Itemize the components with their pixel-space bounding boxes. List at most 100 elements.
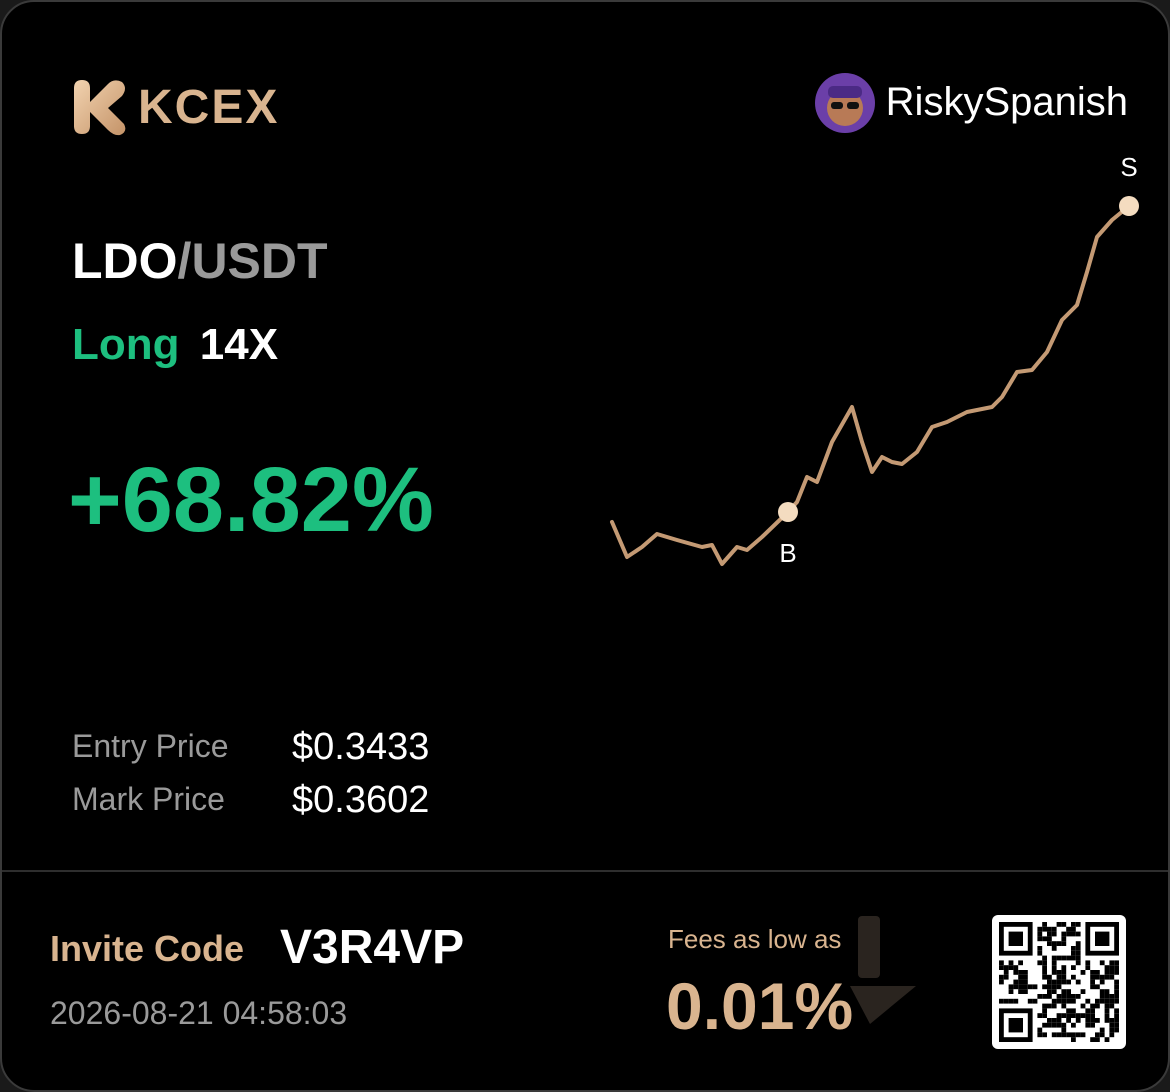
qr-module [999,974,1004,980]
qr-module [1109,960,1115,966]
qr-module [1080,989,1086,994]
qr-module [1085,1008,1091,1014]
qr-module [1042,1008,1047,1014]
qr-module [1080,1013,1086,1018]
qr-module [1090,970,1095,975]
qr-module [1037,931,1043,937]
pair: LDO/USDT [72,232,328,290]
qr-module [1071,922,1076,927]
qr-module [1003,970,1009,975]
qr-module [1104,1008,1110,1014]
qr-module [1114,989,1119,994]
qr-module [1085,960,1091,966]
qr-module [1047,926,1052,932]
qr-module [1047,931,1052,937]
divider [2,870,1168,872]
qr-module [1027,998,1033,1004]
qr-module [1085,965,1091,970]
qr-module [1013,998,1019,1004]
qr-module [1042,960,1047,966]
qr-module [1056,941,1062,946]
sparkline-path [610,204,1131,566]
qr-module [1042,1022,1047,1028]
qr-module [1047,1003,1052,1009]
qr-module [1061,922,1067,927]
qr-module [1018,989,1023,994]
qr-module [1075,1018,1081,1023]
entry-label: Entry Price [72,728,229,764]
qr-module [1013,970,1019,975]
qr-module [1104,1013,1110,1018]
qr-module [999,960,1004,966]
qr-module [1023,984,1028,990]
qr-module [1104,1018,1110,1023]
qr-module [1061,941,1067,946]
qr-module [1071,1008,1076,1014]
qr-module [1071,946,1076,951]
qr-module [1061,989,1067,994]
qr-module [999,965,1004,970]
qr-module [1061,1013,1067,1018]
qr-module [1066,998,1071,1004]
qr-module [1056,998,1062,1004]
qr-module [1061,994,1067,999]
qr-module [1066,1008,1071,1014]
qr-module [1090,974,1095,980]
qr-module [1056,984,1062,990]
qr-module [1051,1032,1057,1038]
qr-module [1037,926,1043,932]
qr-module [1099,960,1105,966]
qr-module [1075,950,1081,956]
qr-module [1090,1022,1095,1028]
pnl: +68.82% [68,449,434,551]
qr-module [1061,955,1067,961]
qr-module [1042,926,1047,932]
qr-module [1109,1027,1115,1033]
qr-module [1071,998,1076,1004]
qr-module [1047,936,1052,942]
timestamp: 2026-08-21 04:58:03 [50,995,348,1031]
qr-module [1047,979,1052,985]
brand: KCEX [138,81,280,134]
qr-module [1099,998,1105,1004]
qr-module [1051,946,1057,951]
qr-module [1032,998,1038,1004]
qr-module [1109,1032,1115,1038]
qr-module [1061,979,1067,985]
qr-module [1080,970,1086,975]
qr-module [1085,998,1091,1004]
qr-module [1104,989,1110,994]
qr-module [1047,984,1052,990]
qr-module [1018,970,1023,975]
leverage: 14X [199,320,279,369]
qr-module [1099,1027,1105,1033]
qr-module [1008,998,1014,1004]
qr-module [1104,994,1110,999]
qr-module [1056,1013,1062,1018]
qr-module [1095,984,1100,990]
qr-module [1071,1037,1076,1042]
qr-module [1104,1003,1110,1009]
qr-module [1066,1032,1071,1038]
qr-module [1085,1022,1091,1028]
qr-module [1061,970,1067,975]
qr-module [1071,1032,1076,1038]
qr-module [1056,979,1062,985]
qr-module [1090,984,1095,990]
qr-module [1090,1013,1095,1018]
qr-module [1066,931,1071,937]
qr-module [1085,1018,1091,1023]
qr-module [1037,1032,1043,1038]
qr-module [1095,974,1100,980]
buy-point [778,502,798,522]
qr-module [1003,974,1009,980]
avatar [815,73,875,133]
qr-module [1095,1037,1100,1042]
qr-module [1104,965,1110,970]
qr-module [1037,946,1043,951]
qr-module [1099,979,1105,985]
qr-module [1090,979,1095,985]
qr-module [1003,965,1009,970]
qr-module [1056,994,1062,999]
